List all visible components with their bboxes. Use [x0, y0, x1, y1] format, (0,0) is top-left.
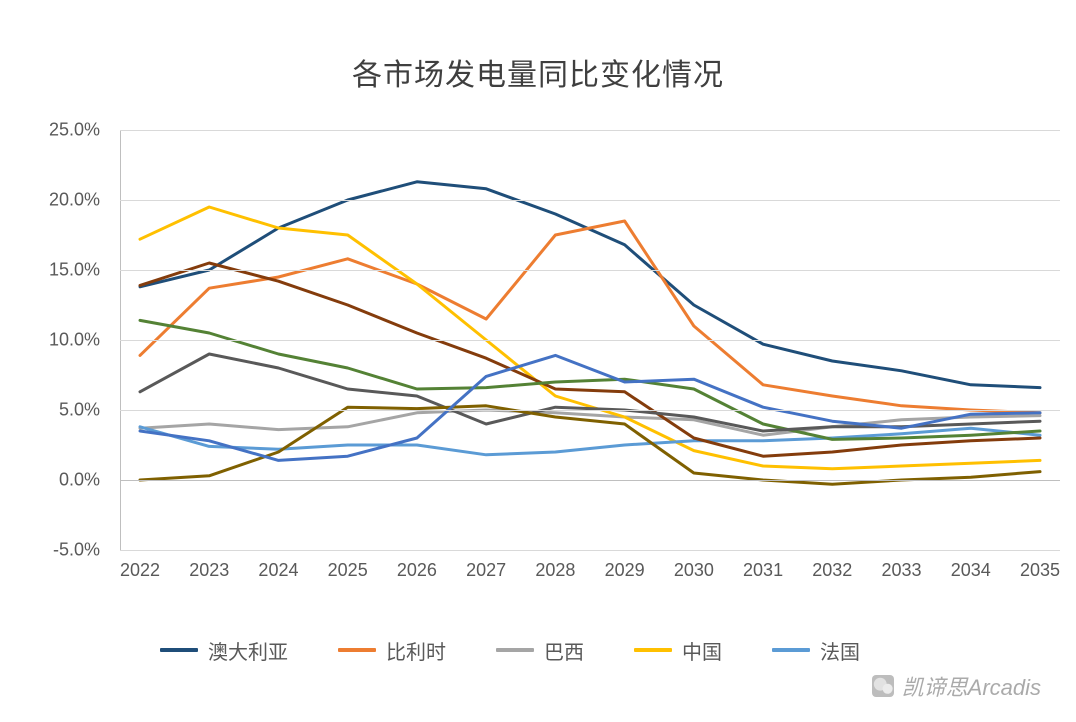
series-line [140, 182, 1040, 388]
x-tick-label: 2027 [466, 560, 506, 581]
x-tick-label: 2033 [882, 560, 922, 581]
legend-item: 比利时 [338, 636, 446, 665]
x-tick-label: 2029 [605, 560, 645, 581]
series-line [140, 410, 1040, 435]
legend-label: 法国 [820, 636, 860, 665]
line-layer [0, 0, 1076, 722]
legend-item: 巴西 [496, 636, 584, 665]
legend-item: 澳大利亚 [160, 636, 288, 665]
x-tick-label: 2024 [258, 560, 298, 581]
x-tick-label: 2023 [189, 560, 229, 581]
legend-item: 中国 [634, 636, 722, 665]
x-tick-label: 2035 [1020, 560, 1060, 581]
gridline [120, 550, 1060, 551]
x-tick-label: 2028 [535, 560, 575, 581]
watermark: 凯谛思Arcadis [872, 670, 1041, 702]
legend: 澳大利亚 比利时 巴西 中国 法国 [160, 630, 1060, 670]
chart-container: 各市场发电量同比变化情况 -5.0%0.0%5.0%10.0%15.0%20.0… [0, 0, 1076, 722]
legend-label: 澳大利亚 [208, 636, 288, 665]
x-tick-label: 2031 [743, 560, 783, 581]
legend-swatch [772, 648, 810, 652]
legend-item: 法国 [772, 636, 860, 665]
wechat-icon [872, 675, 894, 697]
legend-swatch [496, 648, 534, 652]
watermark-text: 凯谛思Arcadis [902, 670, 1041, 702]
gridline [120, 480, 1060, 481]
gridline [120, 130, 1060, 131]
legend-swatch [634, 648, 672, 652]
legend-swatch [338, 648, 376, 652]
legend-swatch [160, 648, 198, 652]
gridline [120, 410, 1060, 411]
legend-label: 巴西 [544, 636, 584, 665]
gridline [120, 270, 1060, 271]
legend-label: 中国 [682, 636, 722, 665]
x-tick-label: 2025 [328, 560, 368, 581]
x-tick-label: 2026 [397, 560, 437, 581]
x-tick-label: 2032 [812, 560, 852, 581]
x-tick-label: 2034 [951, 560, 991, 581]
series-line [140, 427, 1040, 455]
gridline [120, 340, 1060, 341]
legend-label: 比利时 [386, 636, 446, 665]
series-line [140, 221, 1040, 413]
x-tick-label: 2030 [674, 560, 714, 581]
gridline [120, 200, 1060, 201]
x-tick-label: 2022 [120, 560, 160, 581]
